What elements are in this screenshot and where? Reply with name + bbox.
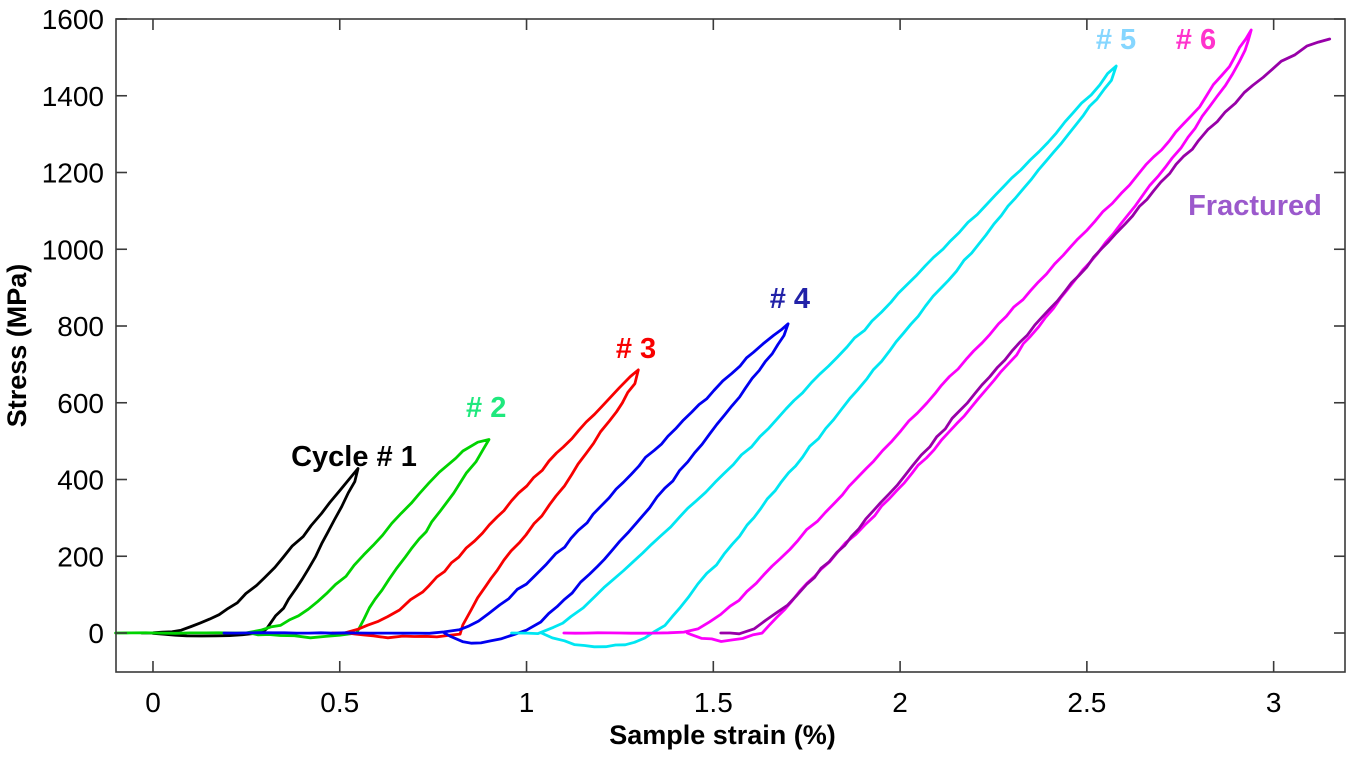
y-tick-label: 0	[88, 618, 104, 649]
annotation-4: # 4	[770, 283, 810, 315]
annotation-7: Fractured	[1188, 190, 1322, 222]
x-tick-label: 2	[892, 687, 908, 718]
annotation-5: # 5	[1096, 24, 1136, 56]
y-tick-label: 1200	[42, 158, 104, 189]
series-line-7	[719, 37, 1332, 636]
x-tick-label: 2.5	[1067, 687, 1106, 718]
annotation-1: Cycle # 1	[291, 441, 417, 473]
x-tick-label: 3	[1266, 687, 1282, 718]
series-line-3	[330, 368, 640, 640]
plot-frame	[115, 18, 1346, 673]
y-tick-label: 1400	[42, 81, 104, 112]
series-line-2	[114, 438, 491, 640]
series-line-4	[222, 322, 790, 645]
y-axis-title: Stress (MPa)	[2, 264, 32, 428]
series-line-1	[140, 467, 360, 638]
series-line-6	[562, 28, 1253, 643]
x-tick-label: 1.5	[694, 687, 733, 718]
annotation-6: # 6	[1176, 24, 1216, 56]
y-tick-label: 1600	[42, 4, 104, 35]
series-line-5	[510, 64, 1118, 649]
y-tick-label: 800	[57, 311, 104, 342]
y-tick-label: 600	[57, 388, 104, 419]
x-tick-label: 0	[145, 687, 161, 718]
annotation-3: # 3	[616, 333, 656, 365]
y-tick-label: 200	[57, 541, 104, 572]
x-tick-label: 0.5	[320, 687, 359, 718]
x-axis-title: Sample strain (%)	[609, 720, 836, 750]
y-tick-label: 400	[57, 465, 104, 496]
y-tick-label: 1000	[42, 234, 104, 265]
x-tick-label: 1	[519, 687, 535, 718]
annotation-2: # 2	[466, 392, 506, 424]
